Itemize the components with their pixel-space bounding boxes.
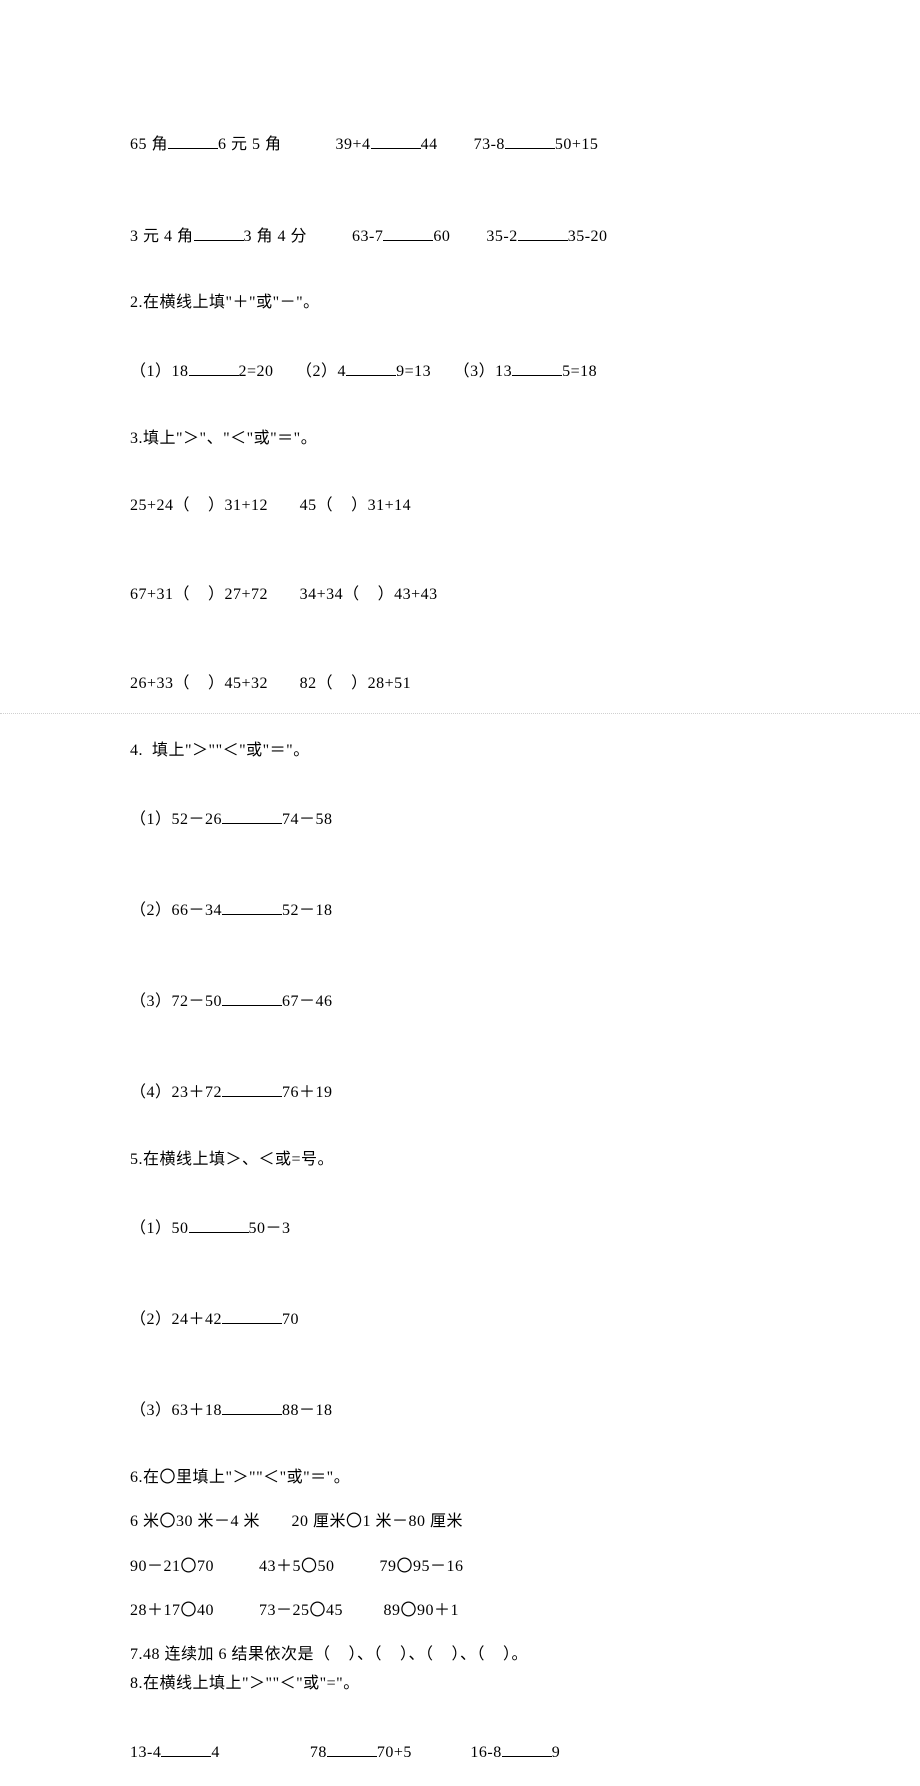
blank [383,224,433,241]
q1r2-c-right: 35-20 [568,228,608,245]
q4i4l: （4）23＋72 [130,1084,222,1101]
blank [222,1080,282,1097]
q2-i2-left: （2）4 [296,363,346,380]
blank [189,1216,249,1233]
blank [194,224,244,241]
q2-title: 2.在横线上填"＋"或"－"。 [130,292,790,314]
q8b-left: 78 [310,1744,327,1761]
blank [502,1740,552,1757]
q1r2-a-right: 3 角 4 分 [244,228,308,245]
blank [371,132,421,149]
q6-row3: 28＋17〇40 73－25〇45 89〇90＋1 [130,1600,790,1622]
blank [346,359,396,376]
q1r1-c-right: 50+15 [555,136,599,153]
q2-i3-right: 5=18 [562,363,597,380]
q4i1r: 74－58 [282,811,333,828]
q5-i2: （2）24＋42 70 [130,1284,790,1353]
blank [189,359,239,376]
q8a-left: 13-4 [130,1744,161,1761]
q3r1a: 25+24（ ）31+12 [130,497,268,514]
q2-i1-left: （1）18 [130,363,189,380]
q2-i1-right: 2=20 [239,363,274,380]
blank [222,898,282,915]
q3-row1: 25+24（ ）31+12 45（ ）31+14 [130,472,790,539]
q2-i2-right: 9=13 [396,363,431,380]
blank [222,1398,282,1415]
q6-row2: 90－21〇70 43＋5〇50 79〇95－16 [130,1556,790,1578]
blank [161,1740,211,1757]
q4i3r: 67－46 [282,993,333,1010]
q4i2r: 52－18 [282,902,333,919]
blank [168,132,218,149]
q8-row: 13-4 4 78 70+5 16-8 9 [130,1717,790,1786]
q1r1-c-left: 73-8 [474,136,505,153]
q4-i4: （4）23＋72 76＋19 [130,1058,790,1127]
q5i3r: 88－18 [282,1402,333,1419]
q3r2a: 67+31（ ）27+72 [130,586,268,603]
q5-title: 5.在横线上填＞、＜或=号。 [130,1149,790,1171]
blank [512,359,562,376]
q5i2l: （2）24＋42 [130,1311,222,1328]
q4-i1: （1）52－26 74－58 [130,784,790,853]
q1r1-a-right: 6 元 5 角 [218,136,282,153]
blank [327,1740,377,1757]
q5i3l: （3）63＋18 [130,1402,222,1419]
q8b-right: 70+5 [377,1744,412,1761]
q1r2-b-right: 60 [433,228,450,245]
q4-title: 4. 填上"＞""＜"或"＝"。 [130,740,790,762]
page-divider [0,713,920,714]
q8c-left: 16-8 [470,1744,501,1761]
q1r2-a-left: 3 元 4 角 [130,228,194,245]
q4-i2: （2）66－34 52－18 [130,875,790,944]
q2-i3-left: （3）13 [454,363,513,380]
q5-i1: （1）50 50－3 [130,1193,790,1262]
q3r1b: 45（ ）31+14 [300,497,412,514]
q6-row1: 6 米〇30 米－4 米 20 厘米〇1 米－80 厘米 [130,1511,790,1533]
q3-row3: 26+33（ ）45+32 82（ ）28+51 [130,651,790,718]
q4i1l: （1）52－26 [130,811,222,828]
q5i1l: （1）50 [130,1220,189,1237]
q1r2-c-left: 35-2 [486,228,517,245]
q4-i3: （3）72－50 67－46 [130,967,790,1036]
blank [222,1307,282,1324]
q3-row2: 67+31（ ）27+72 34+34（ ）43+43 [130,561,790,628]
blank [222,989,282,1006]
q2-items: （1）18 2=20 （2）4 9=13 （3）13 5=18 [130,337,790,406]
q1r1-a-left: 65 角 [130,136,168,153]
q8a-right: 4 [211,1744,220,1761]
q5-i3: （3）63＋18 88－18 [130,1376,790,1445]
q1-row1: 65 角 6 元 5 角 39+4 44 73-8 50+15 [130,110,790,179]
q5i1r: 50－3 [249,1220,291,1237]
q5i2r: 70 [282,1311,299,1328]
q1r1-b-right: 44 [421,136,438,153]
q6-title: 6.在〇里填上"＞""＜"或"＝"。 [130,1467,790,1489]
blank [222,807,282,824]
q1r1-b-left: 39+4 [336,136,371,153]
blank [518,224,568,241]
blank [505,132,555,149]
q3r2b: 34+34（ ）43+43 [300,586,438,603]
q7-text: 7.48 连续加 6 结果依次是（ ）、（ ）、（ ）、（ ）。 [130,1644,790,1666]
q4i4r: 76＋19 [282,1084,333,1101]
q3r3b: 82（ ）28+51 [300,675,412,692]
q3r3a: 26+33（ ）45+32 [130,675,268,692]
q1r2-b-left: 63-7 [352,228,383,245]
q8c-right: 9 [552,1744,561,1761]
q1-row2: 3 元 4 角 3 角 4 分 63-7 60 35-2 35-20 [130,201,790,270]
q3-title: 3.填上"＞"、"＜"或"＝"。 [130,428,790,450]
q4i2l: （2）66－34 [130,902,222,919]
worksheet-page: 65 角 6 元 5 角 39+4 44 73-8 50+15 3 元 4 角 3 角 … [0,0,920,1302]
q8-title: 8.在横线上填上"＞""＜"或"="。 [130,1673,790,1695]
q4i3l: （3）72－50 [130,993,222,1010]
